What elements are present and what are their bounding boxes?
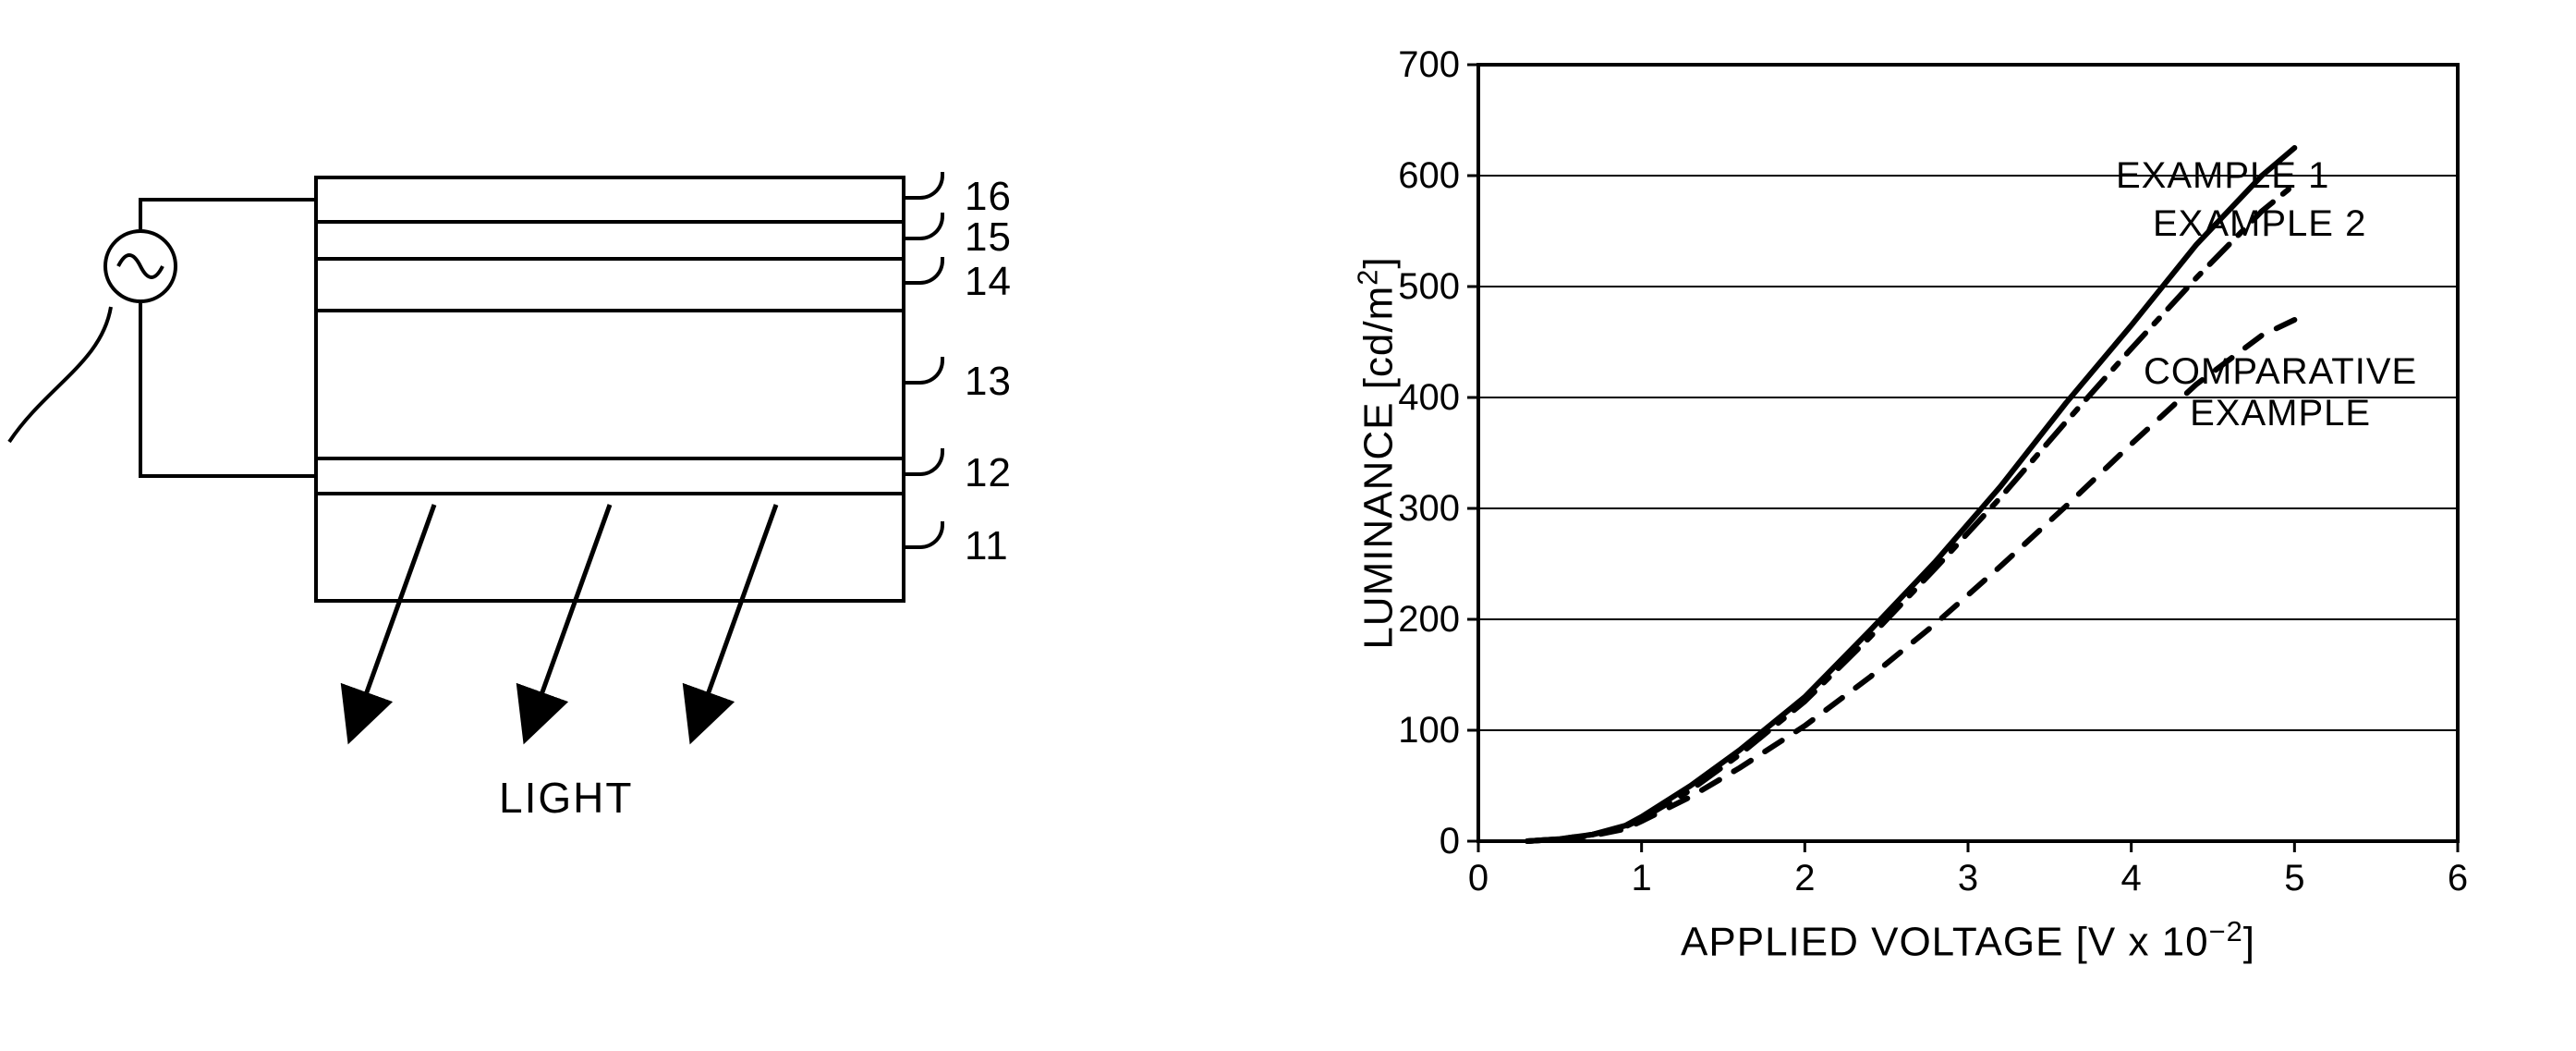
light-arrow [0, 0, 1183, 1051]
y-tick-label: 500 [1398, 266, 1460, 308]
y-tick-label: 200 [1398, 599, 1460, 641]
x-tick-label: 1 [1632, 858, 1652, 899]
x-tick-label: 6 [2448, 858, 2468, 899]
y-tick-label: 0 [1440, 821, 1460, 862]
luminance-chart: LUMINANCE [cd/m2] APPLIED VOLTAGE [V x 1… [1183, 0, 2576, 1051]
x-tick-label: 4 [2121, 858, 2142, 899]
y-tick-label: 600 [1398, 155, 1460, 197]
y-tick-label: 300 [1398, 488, 1460, 530]
series-label-comparative-example: COMPARATIVEEXAMPLE [2144, 351, 2417, 434]
series-label-example-1: EXAMPLE 1 [2116, 155, 2329, 197]
light-label: LIGHT [499, 773, 633, 823]
x-axis-label: APPLIED VOLTAGE [V x 10−2] [1681, 915, 2255, 966]
y-axis-label: LUMINANCE [cd/m2] [1352, 256, 1403, 649]
x-tick-label: 3 [1958, 858, 1978, 899]
x-tick-label: 5 [2284, 858, 2304, 899]
x-tick-label: 2 [1794, 858, 1815, 899]
y-tick-label: 400 [1398, 377, 1460, 419]
series-label-example-2: EXAMPLE 2 [2153, 203, 2366, 245]
y-tick-label: 100 [1398, 710, 1460, 752]
y-tick-label: 700 [1398, 44, 1460, 86]
device-diagram: 161514131211 17 [0, 0, 1183, 1051]
x-tick-label: 0 [1468, 858, 1488, 899]
